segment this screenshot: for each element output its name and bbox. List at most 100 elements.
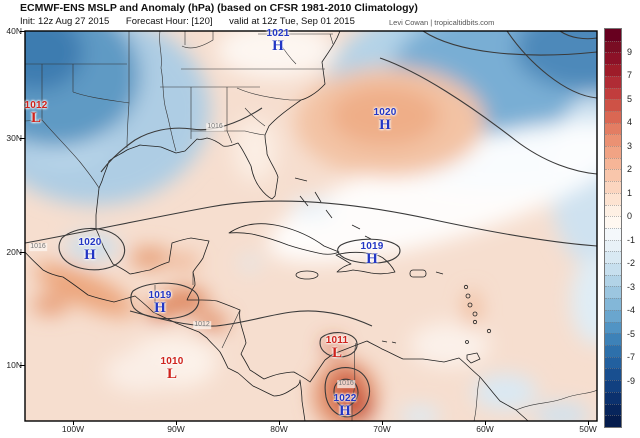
pressure-letter: H xyxy=(272,38,284,54)
pressure-letter: H xyxy=(339,403,351,419)
lon-axis-label: 50W xyxy=(579,424,597,434)
contour-label: 1012 xyxy=(193,321,211,329)
init-info: Init: 12z Aug 27 2015 xyxy=(20,16,110,27)
pressure-letter: H xyxy=(154,300,166,316)
colorbar-segment xyxy=(605,87,621,100)
colorbar-segment xyxy=(605,239,621,252)
colorbar-segment xyxy=(605,298,621,310)
colorbar-label: -5 xyxy=(627,328,636,339)
lon-axis-label: 80W xyxy=(270,424,288,434)
colorbar-segment xyxy=(605,380,621,392)
lon-axis-tick xyxy=(485,421,486,425)
colorbar-segment xyxy=(605,64,621,76)
contour-label: 1016 xyxy=(29,243,47,251)
pressure-letter: H xyxy=(379,117,391,133)
map-border xyxy=(24,30,598,422)
pressure-center: 1019 H xyxy=(360,242,383,267)
colorbar-label: -4 xyxy=(627,305,636,316)
colorbar-segment xyxy=(605,192,621,205)
lon-axis-label: 70W xyxy=(373,424,391,434)
colorbar-segment xyxy=(605,29,621,41)
colorbar-segment xyxy=(605,169,621,182)
pressure-letter: H xyxy=(366,251,378,267)
colorbar-label: -2 xyxy=(627,258,636,269)
pressure-center: 1020 H xyxy=(78,238,101,263)
colorbar-segment xyxy=(605,216,621,228)
colorbar-segment xyxy=(605,321,621,334)
colorbar-segment xyxy=(605,251,621,264)
pressure-center: 1021 H xyxy=(266,29,289,54)
colorbar-segment xyxy=(605,309,621,322)
run-info: Init: 12z Aug 27 2015 Forecast Hour: [12… xyxy=(20,16,369,27)
colorbar-segment xyxy=(605,40,621,53)
colorbar-segment xyxy=(605,286,621,299)
colorbar-label: 3 xyxy=(627,140,633,151)
lat-axis-label: 20N xyxy=(6,247,22,257)
colorbar-segment xyxy=(605,274,621,287)
colorbar-segment xyxy=(605,368,621,381)
pressure-center: 1020 H xyxy=(373,108,396,133)
colorbar-segment xyxy=(605,146,621,158)
colorbar-label: 2 xyxy=(627,164,633,175)
colorbar-label: 7 xyxy=(627,70,633,81)
isobar-contours xyxy=(25,31,597,418)
colorbar-segment xyxy=(605,415,621,427)
colorbar-label: 4 xyxy=(627,117,633,128)
colorbar-label: 9 xyxy=(627,46,633,57)
pressure-value: 1020 xyxy=(78,237,102,248)
lon-axis-label: 60W xyxy=(476,424,494,434)
pressure-value: 1010 xyxy=(160,356,184,367)
political-borders xyxy=(25,31,597,421)
colorbar-segment xyxy=(605,99,621,111)
lat-axis-tick xyxy=(20,365,25,366)
pressure-center: 1011 L xyxy=(326,336,349,361)
lat-axis-tick xyxy=(20,252,25,253)
colorbar-label: -7 xyxy=(627,352,636,363)
colorbar-segment xyxy=(605,227,621,240)
colorbar-segment xyxy=(605,181,621,193)
pressure-center: 1019 H xyxy=(148,291,171,316)
site-credit: Levi Cowan | tropicaltidbits.com xyxy=(389,18,495,27)
colorbar-label: -3 xyxy=(627,281,636,292)
pressure-value: 1021 xyxy=(266,28,290,39)
colorbar-segment xyxy=(605,52,621,65)
colorbar-segment xyxy=(605,356,621,369)
colorbar-segment xyxy=(605,403,621,416)
coastlines xyxy=(25,31,529,421)
pressure-value: 1020 xyxy=(373,107,397,118)
colorbar xyxy=(604,28,622,428)
lon-axis-tick xyxy=(176,421,177,425)
lat-axis-label: 30N xyxy=(6,133,22,143)
contour-label: 1016 xyxy=(337,380,355,388)
map-title: ECMWF-ENS MSLP and Anomaly (hPa) (based … xyxy=(20,2,418,14)
colorbar-segment xyxy=(605,75,621,88)
anomaly-shading xyxy=(25,31,597,421)
pressure-letter: H xyxy=(84,247,96,263)
pressure-value: 1019 xyxy=(148,290,172,301)
valid-time-info: valid at 12z Tue, Sep 01 2015 xyxy=(229,16,355,27)
pressure-letter: L xyxy=(331,345,342,361)
lon-axis-tick xyxy=(73,421,74,425)
lat-axis-tick xyxy=(20,31,25,32)
lon-axis-tick xyxy=(588,421,589,425)
contour-label: 1016 xyxy=(206,123,224,131)
colorbar-segment xyxy=(605,157,621,170)
colorbar-label: 1 xyxy=(627,187,633,198)
pressure-center: 1010 L xyxy=(160,357,183,382)
colorbar-label: -1 xyxy=(627,234,636,245)
pressure-value: 1012 xyxy=(24,100,48,111)
lat-axis-label: 10N xyxy=(6,360,22,370)
lon-axis-tick xyxy=(382,421,383,425)
colorbar-segment xyxy=(605,122,621,135)
colorbar-label: 0 xyxy=(627,211,633,222)
pressure-value: 1022 xyxy=(333,393,357,404)
pressure-letter: L xyxy=(166,366,178,382)
colorbar-segment xyxy=(605,204,621,217)
pressure-value: 1011 xyxy=(325,335,349,346)
pressure-letter: L xyxy=(30,110,42,126)
lon-axis-label: 90W xyxy=(167,424,185,434)
colorbar-label: -9 xyxy=(627,375,636,386)
